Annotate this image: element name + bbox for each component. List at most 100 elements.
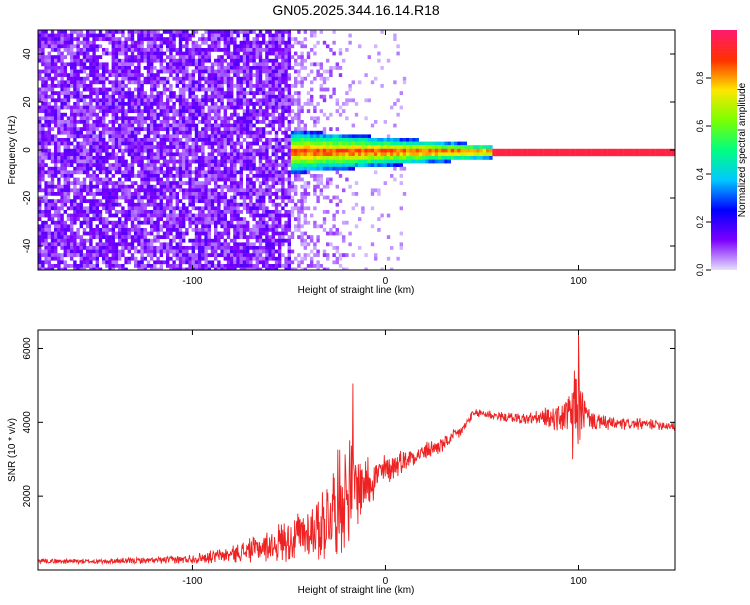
spectrogram-cell xyxy=(351,134,355,139)
spectrogram-cell xyxy=(50,220,55,225)
spectrogram-cell xyxy=(239,76,243,81)
spectrogram-cell xyxy=(150,195,154,200)
spectrogram-cell xyxy=(249,40,253,45)
spectrogram-cell xyxy=(150,184,154,189)
spectrogram-cell xyxy=(79,84,83,88)
spectrogram-cell xyxy=(114,152,119,157)
spectrogram-cell xyxy=(134,202,138,207)
spectrogram-cell xyxy=(287,260,291,265)
spectrogram-cell xyxy=(102,206,106,211)
spectrogram-cell xyxy=(89,84,93,88)
spectrogram-cell xyxy=(220,224,224,229)
spectrogram-cell xyxy=(156,73,160,77)
spectrogram-cell xyxy=(130,181,135,185)
spectrogram-cell xyxy=(188,55,192,59)
spectrogram-cell xyxy=(54,141,58,146)
spectrogram-cell xyxy=(316,253,320,257)
spectrogram-cell xyxy=(143,33,147,38)
spectrogram-cell xyxy=(226,202,231,207)
spectrogram-cell xyxy=(70,112,74,117)
spectrogram-cell xyxy=(361,206,365,211)
spectrogram-cell xyxy=(102,228,106,232)
spectrogram-cell xyxy=(214,109,218,113)
spectrogram-cell xyxy=(246,256,250,261)
spectrogram-cell xyxy=(57,220,61,225)
spectrogram-cell xyxy=(242,109,247,113)
spectrogram-cell xyxy=(156,202,160,207)
spectrogram-cell xyxy=(300,206,304,211)
spectrogram-cell xyxy=(108,246,112,250)
spectrogram-cell xyxy=(348,166,352,171)
spectrogram-cell xyxy=(70,109,74,113)
spectrogram-cell xyxy=(50,141,55,146)
spectrogram-cell xyxy=(159,123,163,128)
spectrogram-cell xyxy=(166,220,170,225)
spectrogram-cell xyxy=(63,170,67,175)
spectrogram-cell xyxy=(156,105,160,110)
spectrogram-cell xyxy=(249,141,253,146)
spectrogram-cell xyxy=(73,249,77,254)
spectrogram-cell xyxy=(319,177,323,182)
spectrogram-cell xyxy=(242,112,247,117)
spectrogram-cell xyxy=(287,249,291,254)
spectrogram-cell xyxy=(233,188,237,193)
spectrogram-cell xyxy=(150,238,154,243)
spectrogram-cell xyxy=(262,199,266,203)
spectrogram-cell xyxy=(95,44,99,49)
spectrogram-cell xyxy=(185,105,189,110)
spectrogram-cell xyxy=(134,235,138,239)
spectrogram-cell xyxy=(274,206,279,211)
spectrogram-cell xyxy=(146,199,151,203)
spectrogram-cell xyxy=(41,130,45,135)
spectrogram-cell xyxy=(252,166,256,171)
spectrogram-cell xyxy=(98,202,103,207)
spectrogram-cell xyxy=(178,181,183,185)
spectrogram-cell xyxy=(287,210,291,214)
spectrogram-cell xyxy=(223,224,227,229)
spectrogram-cell xyxy=(143,98,147,103)
spectrogram-cell xyxy=(95,156,99,160)
spectrogram-cell xyxy=(76,33,80,38)
spectrogram-cell xyxy=(204,206,208,211)
spectrogram-cell xyxy=(86,51,90,56)
spectrogram-cell xyxy=(166,181,170,185)
spectrogram-cell xyxy=(214,84,218,88)
spectrogram-cell xyxy=(223,249,227,254)
spectrogram-cell xyxy=(185,188,189,193)
spectrogram-cell xyxy=(249,44,253,49)
spectrogram-cell xyxy=(230,91,234,95)
spectrogram-cell xyxy=(329,231,333,236)
spectrogram-cell xyxy=(146,148,151,153)
spectrogram-cell xyxy=(178,253,183,257)
spectrogram-cell xyxy=(262,195,266,200)
spectrogram-cell xyxy=(130,184,135,189)
spectrogram-cell xyxy=(255,80,259,85)
spectrogram-cell xyxy=(201,109,205,113)
spectrogram-cell xyxy=(79,188,83,193)
spectrogram-cell xyxy=(182,44,186,49)
spectrogram-cell xyxy=(322,80,327,85)
spectrogram-cell xyxy=(313,145,317,149)
spectrogram-cell xyxy=(130,58,135,63)
spectrogram-cell xyxy=(162,148,167,153)
spectrogram-cell xyxy=(204,94,208,99)
spectrogram-cell xyxy=(130,224,135,229)
spectrogram-cell xyxy=(76,231,80,236)
spectrogram-cell xyxy=(92,130,96,135)
spectrogram-cell xyxy=(114,199,119,203)
spectrogram-cell xyxy=(166,62,170,67)
spectrogram-cell xyxy=(47,141,51,146)
spectrogram-cell xyxy=(265,84,269,88)
spectrogram-cell xyxy=(258,66,263,70)
spectrogram-cell xyxy=(143,55,147,59)
spectrogram-cell xyxy=(230,76,234,81)
spectrogram-cell xyxy=(79,94,83,99)
spectrogram-cell xyxy=(76,94,80,99)
spectrogram-cell xyxy=(217,264,221,268)
spectrogram-cell xyxy=(143,264,147,268)
spectrogram-cell xyxy=(223,210,227,214)
spectrogram-cell xyxy=(41,91,45,95)
spectrogram-cell xyxy=(134,30,138,34)
spectrogram-cell xyxy=(50,33,55,38)
spectrogram-cell xyxy=(121,148,125,153)
